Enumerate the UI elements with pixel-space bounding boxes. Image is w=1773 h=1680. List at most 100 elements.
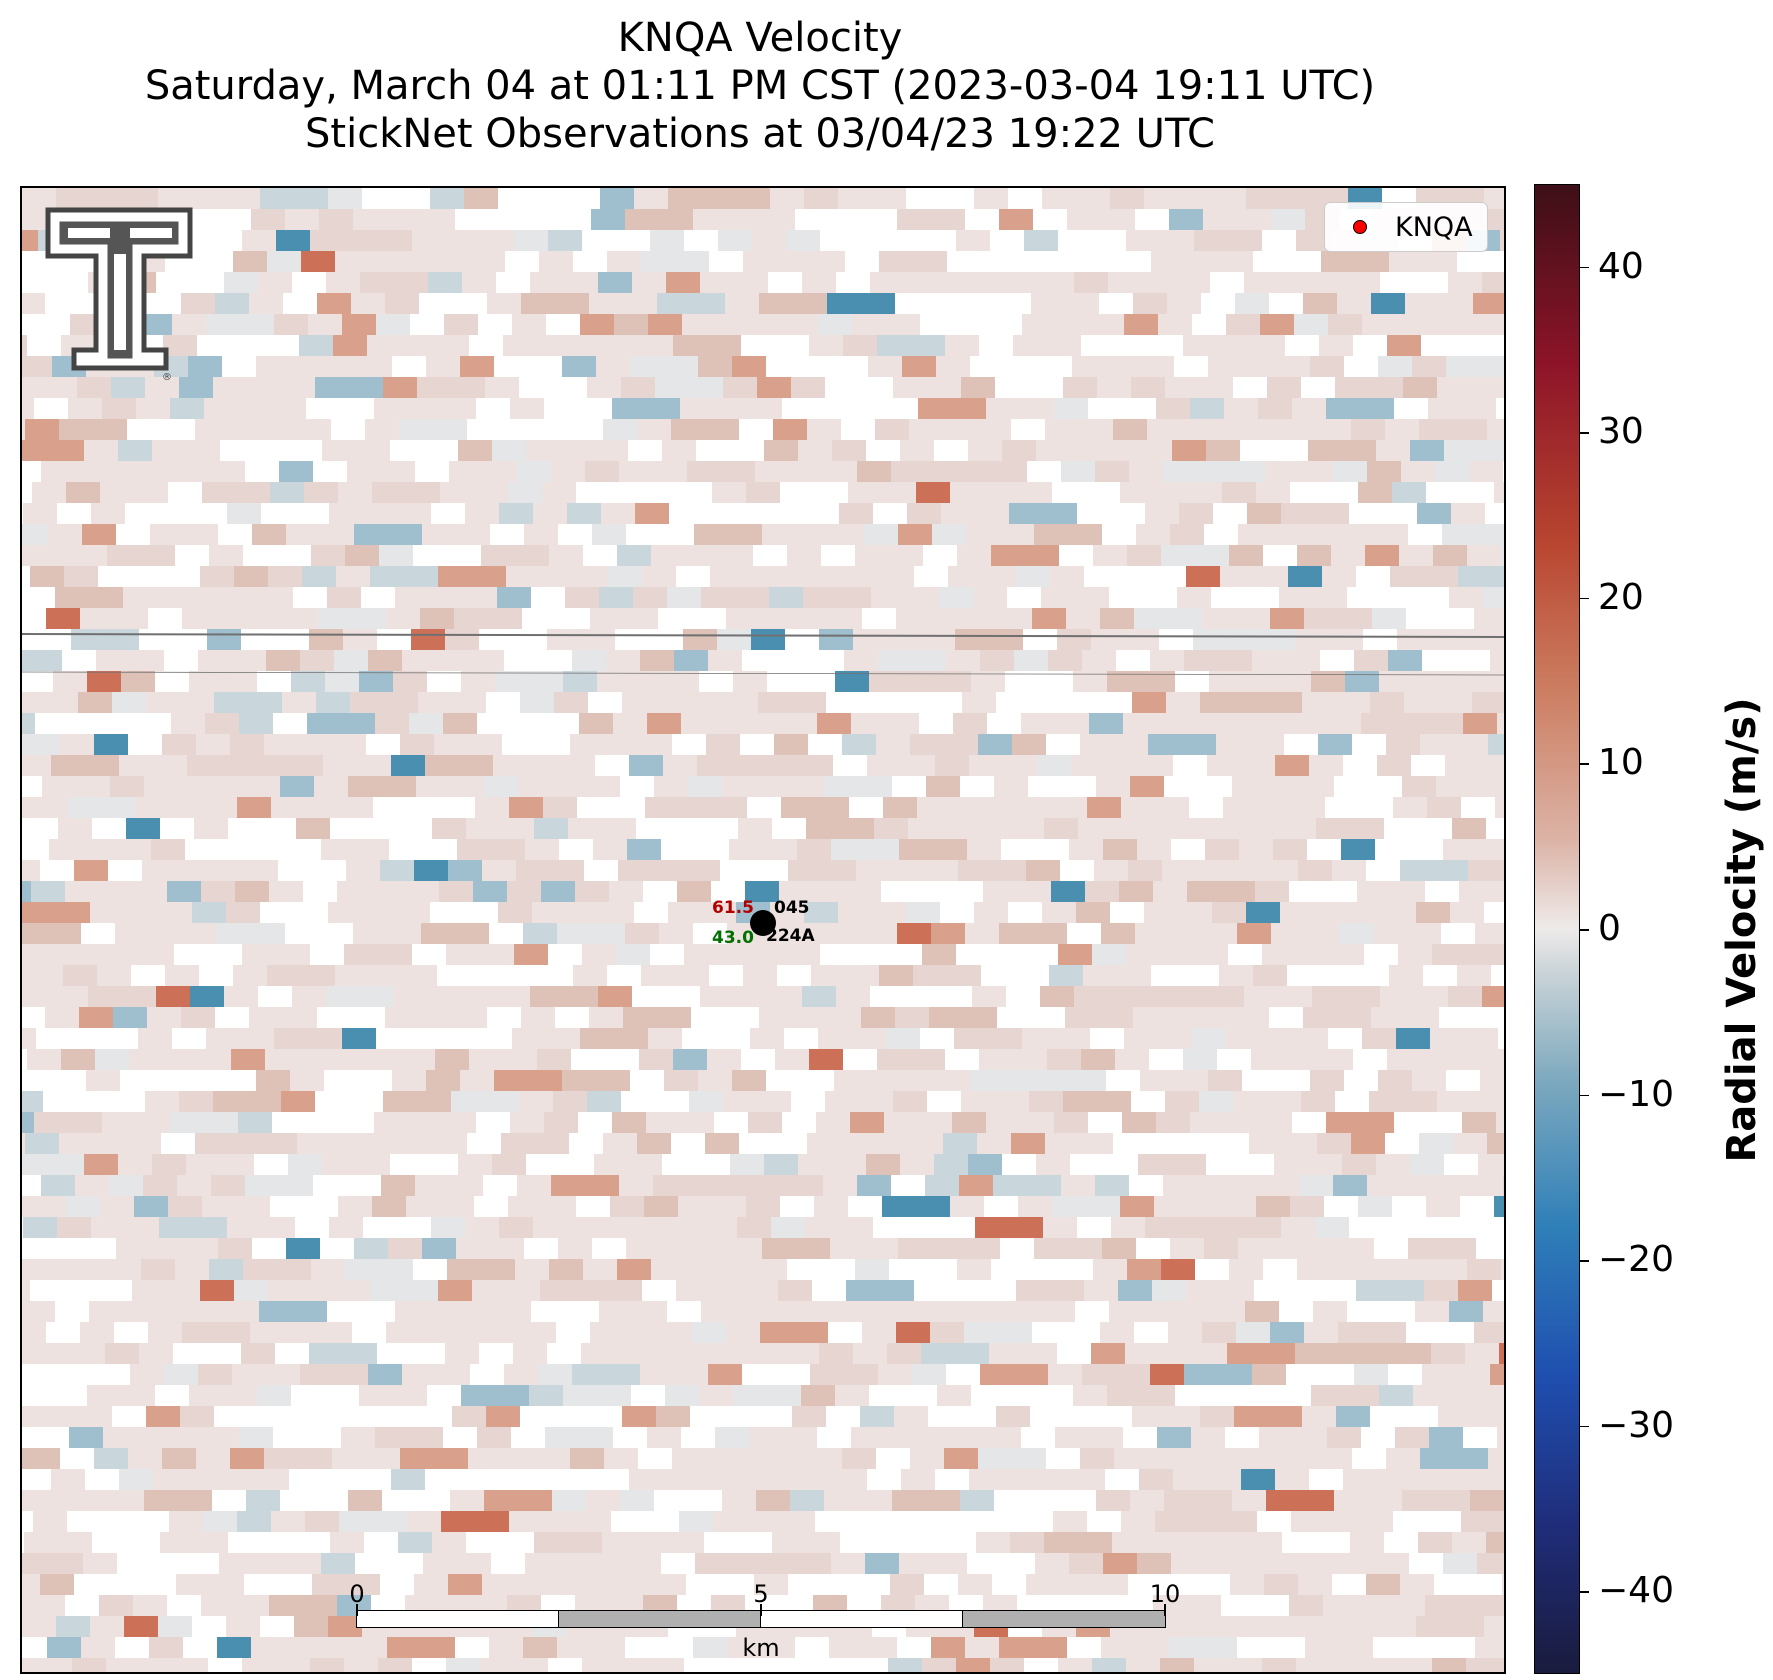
velocity-gate xyxy=(538,1364,572,1385)
velocity-gate xyxy=(146,692,214,713)
velocity-gate xyxy=(628,1154,662,1175)
velocity-gate xyxy=(546,1028,580,1049)
velocity-gate xyxy=(1490,1364,1504,1385)
velocity-gate xyxy=(830,524,864,545)
velocity-gate xyxy=(622,692,690,713)
velocity-gate xyxy=(945,335,979,356)
velocity-gate xyxy=(239,1427,273,1448)
velocity-gate xyxy=(23,1217,57,1238)
velocity-gate xyxy=(88,986,156,1007)
velocity-gate xyxy=(761,209,795,230)
velocity-gate xyxy=(667,587,701,608)
velocity-gate xyxy=(415,1175,483,1196)
velocity-gate xyxy=(1341,839,1375,860)
velocity-gate xyxy=(1466,1658,1504,1672)
velocity-gate xyxy=(1371,1007,1439,1028)
velocity-gate xyxy=(328,188,362,209)
velocity-gate xyxy=(1364,1658,1432,1672)
velocity-gate xyxy=(1026,1574,1060,1595)
velocity-gate xyxy=(1232,776,1266,797)
sticknet-station-marker[interactable] xyxy=(750,910,776,936)
velocity-gate xyxy=(1505,1091,1506,1112)
velocity-gate xyxy=(1340,524,1408,545)
velocity-gate xyxy=(463,1301,531,1322)
velocity-gate xyxy=(391,1469,425,1490)
velocity-gate xyxy=(707,1049,741,1070)
velocity-gate xyxy=(444,314,478,335)
velocity-gate xyxy=(330,1532,364,1553)
velocity-gate xyxy=(226,902,260,923)
velocity-gate xyxy=(586,1490,620,1511)
velocity-gate xyxy=(1429,1427,1463,1448)
velocity-gate xyxy=(743,965,777,986)
velocity-gate xyxy=(158,1616,192,1637)
velocity-gate xyxy=(1248,818,1282,839)
velocity-gate xyxy=(878,1364,912,1385)
velocity-gate xyxy=(1087,797,1121,818)
velocity-gate xyxy=(1445,1469,1504,1490)
velocity-gate xyxy=(977,1133,1011,1154)
velocity-gate xyxy=(1055,713,1089,734)
velocity-gate xyxy=(456,524,490,545)
velocity-gate xyxy=(743,251,777,272)
velocity-gate xyxy=(715,1427,749,1448)
velocity-gate xyxy=(1057,629,1091,650)
velocity-gate xyxy=(642,566,676,587)
velocity-gate xyxy=(1137,839,1171,860)
radar-map-panel[interactable]: ® KNQA 61.5 045 43.0 224A 0 5 10 km xyxy=(20,186,1506,1674)
velocity-gate xyxy=(22,1301,55,1322)
velocity-gate xyxy=(1213,1217,1247,1238)
velocity-gate xyxy=(1139,755,1173,776)
velocity-gate xyxy=(896,608,930,629)
velocity-gate xyxy=(1160,1658,1194,1672)
velocity-gate xyxy=(83,839,117,860)
station-gust-value: 43.0 xyxy=(712,928,754,948)
velocity-gate xyxy=(1262,1658,1296,1672)
velocity-gate xyxy=(342,1028,376,1049)
velocity-gate xyxy=(195,1133,263,1154)
velocity-gate xyxy=(1013,1049,1047,1070)
velocity-gate xyxy=(1414,986,1448,1007)
velocity-gate xyxy=(664,1070,698,1091)
velocity-gate xyxy=(1206,440,1240,461)
velocity-gate xyxy=(1465,1343,1504,1364)
velocity-gate xyxy=(1268,1406,1302,1427)
colorbar-tick-label: 30 xyxy=(1598,411,1644,453)
velocity-gate xyxy=(1177,587,1211,608)
velocity-gate xyxy=(1468,860,1504,881)
velocity-gate xyxy=(598,272,632,293)
velocity-gate xyxy=(1248,1532,1282,1553)
velocity-gate xyxy=(360,272,428,293)
velocity-gate xyxy=(1162,860,1230,881)
velocity-gate xyxy=(1284,1448,1352,1469)
velocity-gate xyxy=(687,461,755,482)
velocity-gate xyxy=(475,797,509,818)
velocity-gate xyxy=(237,1511,271,1532)
velocity-gate xyxy=(355,839,389,860)
velocity-gate xyxy=(181,1007,215,1028)
velocity-gate xyxy=(1108,272,1176,293)
velocity-gate xyxy=(1396,314,1430,335)
velocity-gate xyxy=(993,1175,1061,1196)
velocity-gate xyxy=(746,1196,780,1217)
velocity-gate xyxy=(1168,1322,1202,1343)
velocity-gate xyxy=(59,1133,93,1154)
velocity-gate xyxy=(1190,1112,1224,1133)
velocity-gate xyxy=(1448,272,1482,293)
velocity-gate xyxy=(1203,923,1237,944)
velocity-gate xyxy=(1050,566,1084,587)
velocity-gate xyxy=(299,335,333,356)
velocity-gate xyxy=(855,1259,889,1280)
velocity-gate xyxy=(912,650,946,671)
velocity-gate xyxy=(195,419,229,440)
velocity-gate xyxy=(368,650,402,671)
velocity-gate xyxy=(1204,1238,1238,1259)
velocity-gate xyxy=(59,419,127,440)
velocity-gate xyxy=(452,1406,486,1427)
velocity-gate xyxy=(331,1133,365,1154)
velocity-gate xyxy=(1190,398,1224,419)
velocity-gate xyxy=(838,902,906,923)
velocity-gate xyxy=(1503,1175,1504,1196)
velocity-gate xyxy=(1470,1490,1504,1511)
velocity-gate xyxy=(573,965,607,986)
